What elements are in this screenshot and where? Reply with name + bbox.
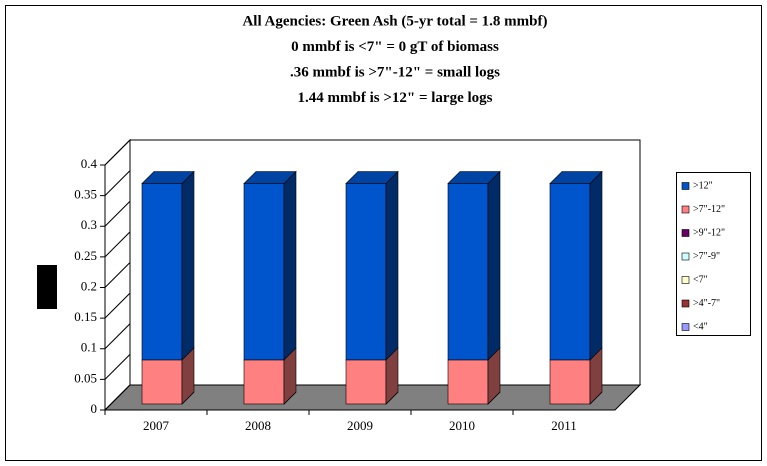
grid-line — [104, 354, 131, 380]
grid-line — [104, 384, 131, 411]
grid-line — [104, 231, 131, 258]
legend-swatch — [681, 276, 690, 284]
bar-top — [141, 171, 195, 184]
bar-side — [385, 170, 399, 361]
bar-front — [141, 359, 183, 405]
grid-line — [104, 170, 131, 196]
y-tick-label: 0 — [91, 401, 98, 416]
x-tick-label: 2011 — [551, 418, 577, 433]
y-tick-label: 0.35 — [74, 187, 97, 202]
x-tick-label: 2008 — [245, 418, 271, 433]
grid-line — [104, 139, 131, 166]
bar-top — [345, 171, 399, 184]
bar-front — [243, 183, 285, 361]
chart-title: .36 mmbf is >7"-12" = small logs — [290, 64, 500, 80]
legend-swatch — [681, 299, 690, 308]
legend-label: >7"-12" — [693, 204, 725, 215]
y-tick-label: 0.2 — [81, 278, 97, 293]
chart-title: All Agencies: Green Ash (5-yr total = 1.… — [242, 13, 547, 29]
legend-label: <4" — [693, 321, 708, 332]
bar-front — [345, 183, 387, 361]
y-tick-label: 0.4 — [81, 156, 98, 171]
bar-front — [447, 183, 489, 361]
legend-label: >9"-12" — [693, 227, 725, 238]
y-tick-label: 0.1 — [81, 340, 97, 355]
chart-title: 1.44 mmbf is >12" = large logs — [298, 90, 493, 106]
y-tick-label: 0.25 — [74, 248, 97, 263]
bar-front — [141, 183, 183, 361]
legend-swatch — [681, 205, 690, 214]
x-tick-label: 2009 — [347, 418, 373, 433]
bar-front — [447, 359, 489, 405]
x-tick-label: 2007 — [143, 418, 170, 433]
bar-front — [345, 359, 387, 405]
legend-swatch — [681, 323, 690, 331]
redacted-axis-label — [37, 265, 57, 309]
legend-swatch — [681, 182, 690, 190]
bar-side — [487, 170, 501, 361]
bar-top — [447, 171, 501, 184]
legend-label: <7" — [693, 274, 708, 285]
grid-line — [104, 323, 131, 350]
grid-line — [104, 262, 131, 288]
chart-title: 0 mmbf is <7" = 0 gT of biomass — [291, 39, 499, 55]
legend-label: >7"-9" — [693, 251, 720, 262]
legend-label: >4"-7" — [693, 298, 720, 309]
bar-front — [549, 359, 591, 405]
bar-side — [283, 170, 297, 361]
legend-label: >12" — [693, 180, 713, 191]
x-tick-label: 2010 — [449, 418, 475, 433]
y-tick-label: 0.05 — [74, 370, 97, 385]
y-tick-label: 0.3 — [81, 217, 97, 232]
y-tick-label: 0.15 — [74, 309, 97, 324]
grid-line — [104, 200, 131, 227]
bar-side — [589, 170, 603, 361]
bar-top — [243, 171, 297, 184]
legend-swatch — [681, 252, 690, 261]
grid-line — [104, 292, 131, 319]
bar-front — [549, 183, 591, 361]
bar-top — [549, 171, 603, 184]
legend-swatch — [681, 229, 690, 237]
bar-front — [243, 359, 285, 405]
bar-side — [181, 170, 195, 361]
